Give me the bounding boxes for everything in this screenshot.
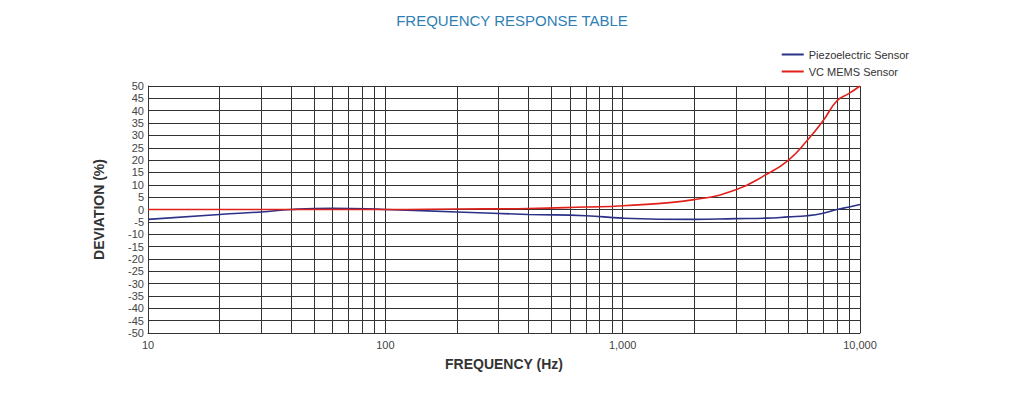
svg-text:VC MEMS Sensor: VC MEMS Sensor [809, 66, 899, 78]
svg-text:-45: -45 [128, 315, 144, 327]
svg-text:10: 10 [132, 179, 144, 191]
svg-text:50: 50 [132, 80, 144, 92]
svg-text:-15: -15 [128, 241, 144, 253]
svg-text:1,000: 1,000 [609, 339, 637, 351]
svg-text:-30: -30 [128, 278, 144, 290]
svg-text:45: 45 [132, 92, 144, 104]
svg-text:-20: -20 [128, 253, 144, 265]
svg-text:10: 10 [142, 339, 154, 351]
svg-text:-10: -10 [128, 228, 144, 240]
svg-text:FREQUENCY RESPONSE TABLE: FREQUENCY RESPONSE TABLE [396, 12, 628, 29]
svg-text:100: 100 [376, 339, 394, 351]
svg-text:40: 40 [132, 105, 144, 117]
svg-text:0: 0 [138, 204, 144, 216]
svg-text:35: 35 [132, 117, 144, 129]
svg-text:-25: -25 [128, 265, 144, 277]
svg-text:FREQUENCY (Hz): FREQUENCY (Hz) [445, 356, 563, 372]
svg-text:30: 30 [132, 129, 144, 141]
svg-text:15: 15 [132, 166, 144, 178]
svg-text:-35: -35 [128, 290, 144, 302]
svg-text:5: 5 [138, 191, 144, 203]
svg-text:-40: -40 [128, 302, 144, 314]
svg-text:25: 25 [132, 142, 144, 154]
svg-text:-5: -5 [134, 216, 144, 228]
svg-text:Piezoelectric Sensor: Piezoelectric Sensor [809, 49, 910, 61]
svg-text:20: 20 [132, 154, 144, 166]
svg-text:10,000: 10,000 [843, 339, 877, 351]
svg-text:-50: -50 [128, 327, 144, 339]
svg-text:DEVIATION (%): DEVIATION (%) [91, 159, 107, 260]
